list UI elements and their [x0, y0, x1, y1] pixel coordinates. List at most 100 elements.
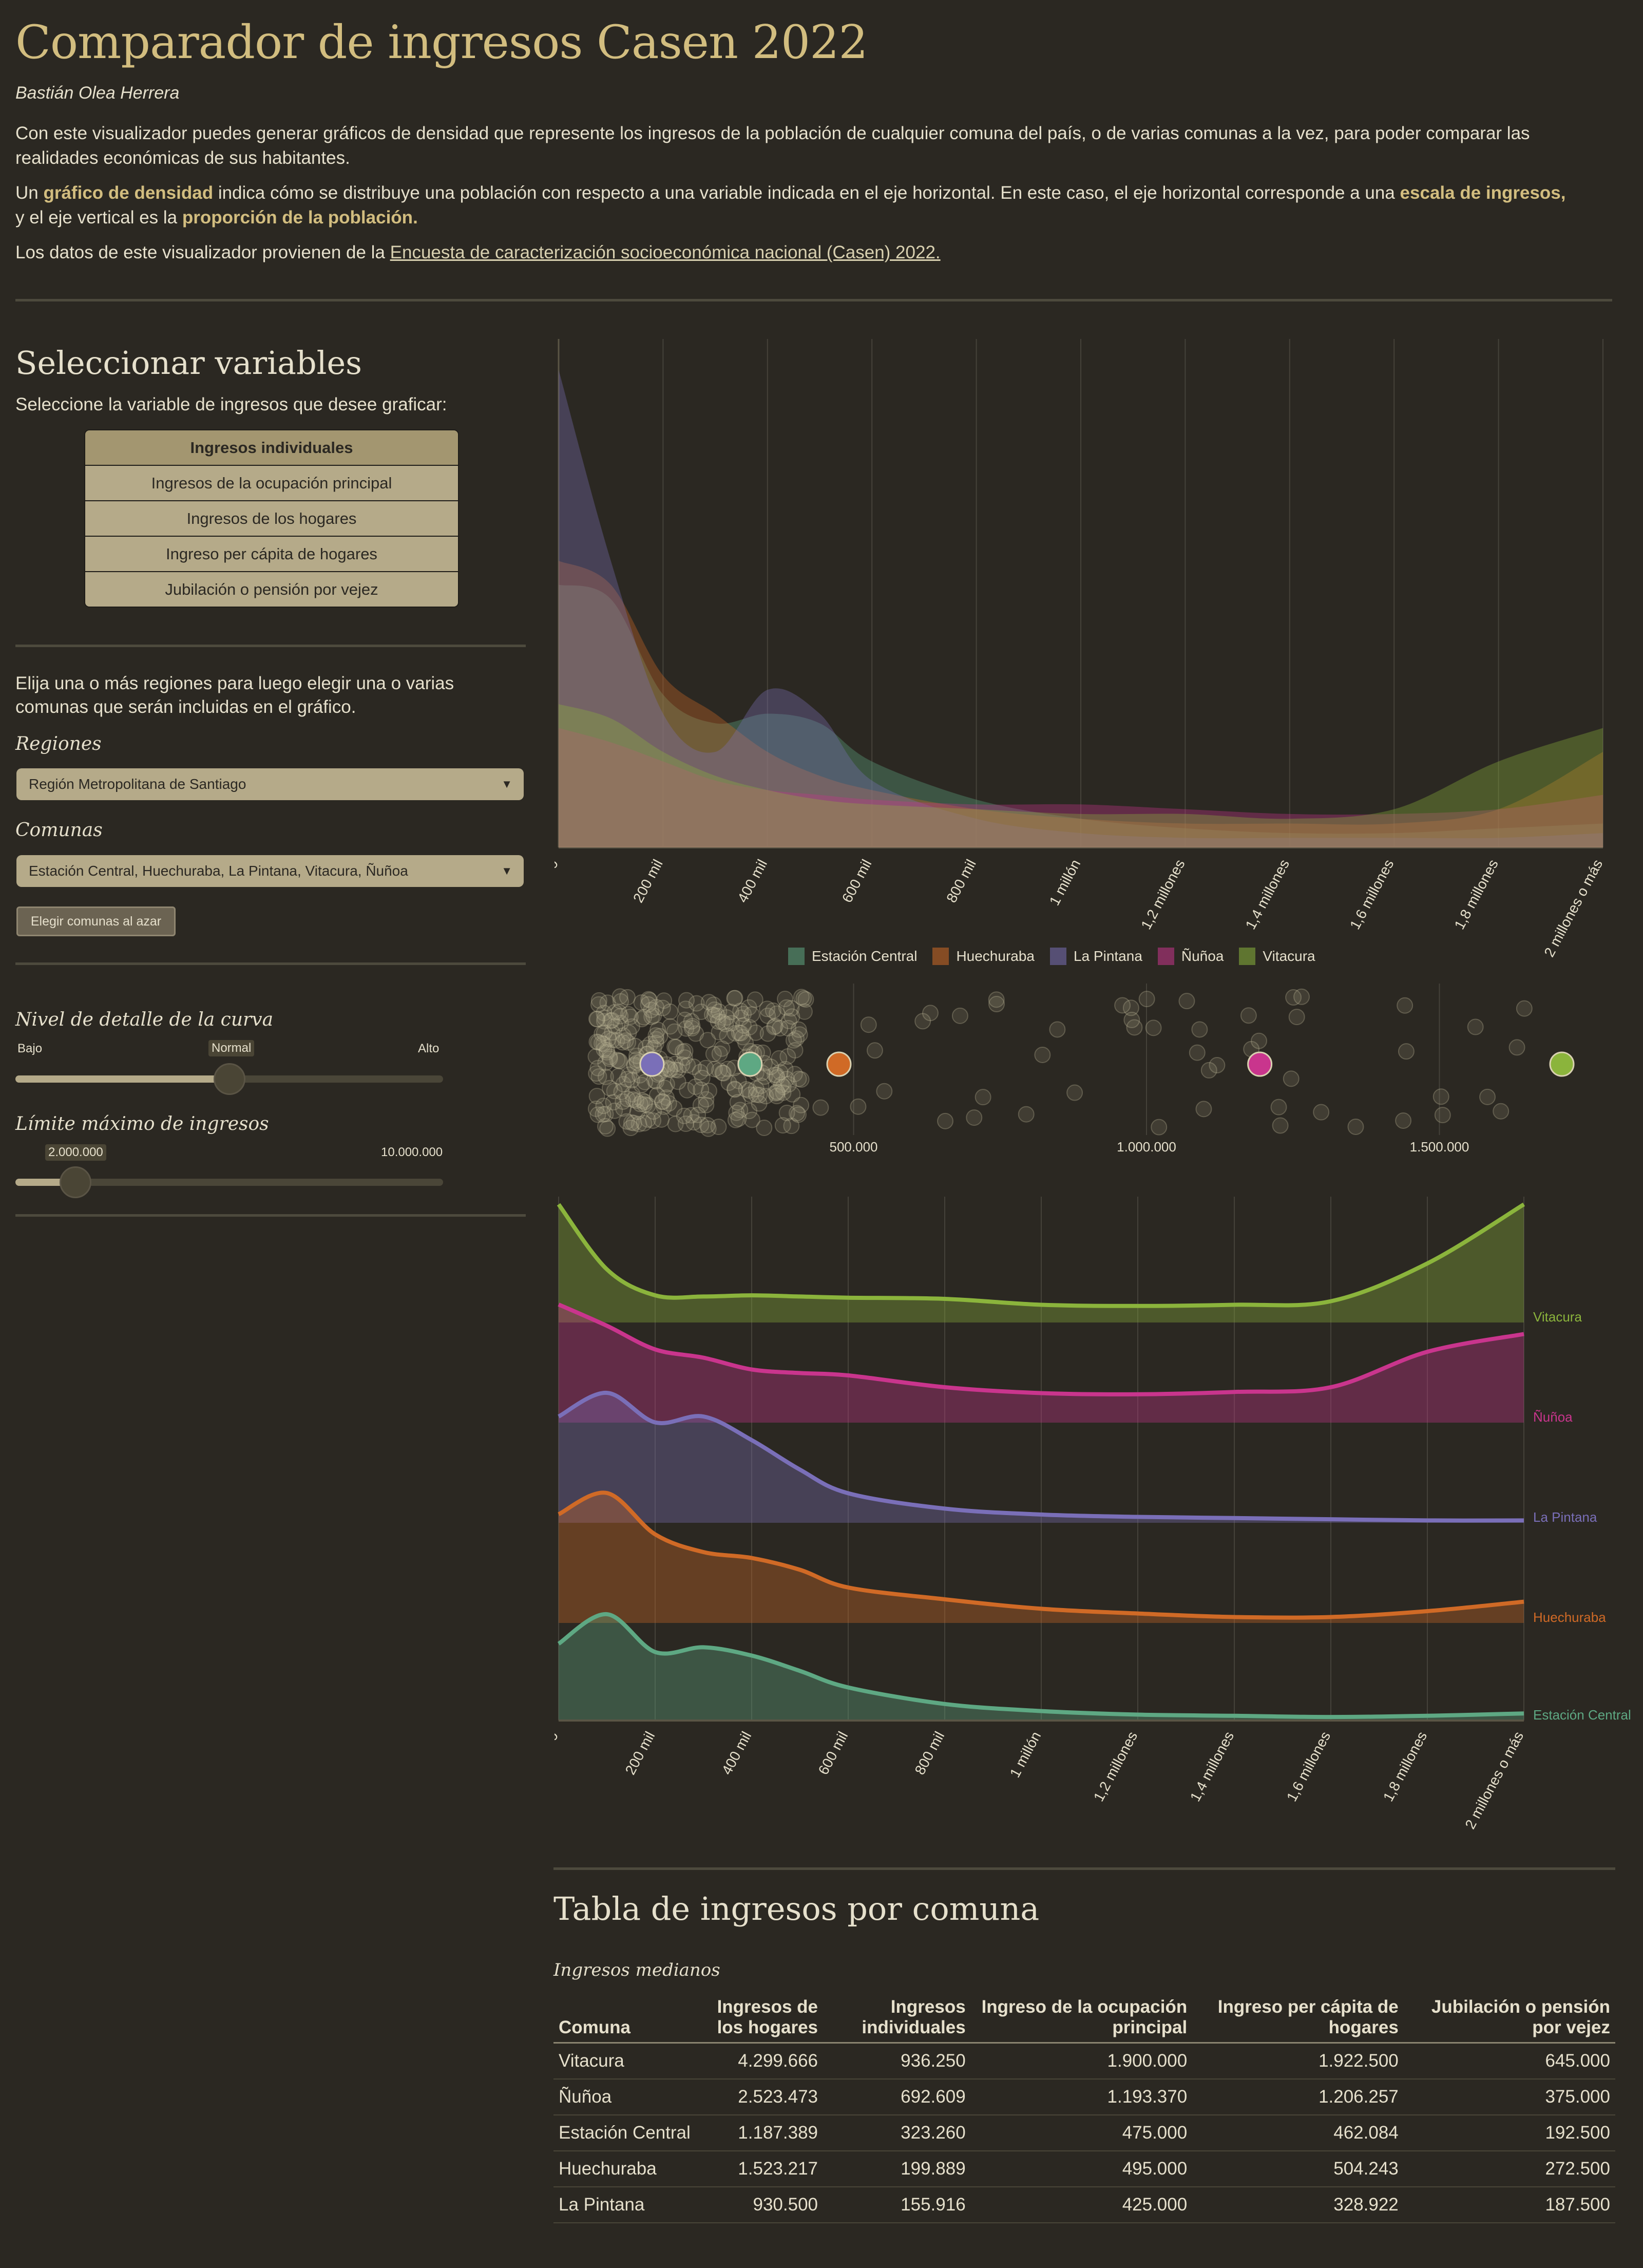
observation-point: [590, 992, 607, 1009]
region-description: Elija una o más regiones para luego eleg…: [15, 673, 454, 717]
observation-point: [1313, 1104, 1330, 1121]
variable-button-group: Ingresos individuales Ingresos de la ocu…: [84, 429, 459, 608]
variable-option-hogares[interactable]: Ingresos de los hogares: [85, 501, 458, 537]
observation-point: [1516, 1000, 1533, 1017]
observation-point: [612, 993, 629, 1010]
observation-point: [795, 990, 812, 1007]
observation-point: [677, 1116, 694, 1132]
observation-point: [769, 1005, 786, 1022]
observation-point: [612, 988, 628, 1005]
variable-description: Seleccione la variable de ingresos que d…: [15, 394, 447, 414]
observation-point: [639, 1111, 656, 1128]
comunas-select[interactable]: Estación Central, Huechuraba, La Pintana…: [16, 855, 524, 887]
observation-point: [645, 1112, 662, 1129]
observation-point: [631, 1116, 647, 1132]
observation-point: [720, 1074, 737, 1091]
observation-point: [1122, 999, 1139, 1016]
header-comuna: Comuna: [553, 1993, 696, 2044]
x-tick-label: 1,6 millones: [1347, 857, 1397, 932]
table-cell: 645.000: [1403, 2043, 1615, 2080]
observation-point: [640, 996, 657, 1013]
observation-point: [623, 1018, 640, 1035]
chevron-down-icon: ▼: [501, 778, 512, 790]
observation-point: [620, 1034, 637, 1051]
observation-point: [866, 1042, 883, 1059]
regiones-select[interactable]: Región Metropolitana de Santiago ▼: [16, 768, 524, 800]
observation-point: [719, 1027, 736, 1044]
max-income-slider-handle[interactable]: [60, 1166, 91, 1198]
detail-label: Nivel de detalle de la curva: [15, 1009, 274, 1030]
table-cell: 192.500: [1403, 2115, 1615, 2151]
observation-point: [606, 1102, 623, 1119]
observation-point: [769, 1069, 786, 1086]
variable-option-individuales[interactable]: Ingresos individuales: [85, 430, 458, 466]
observation-point: [692, 1097, 709, 1113]
observation-point: [643, 1001, 660, 1018]
observation-point: [777, 991, 794, 1008]
detail-slider-handle[interactable]: [214, 1063, 245, 1095]
observation-point: [732, 1025, 749, 1042]
table-cell: 462.084: [1192, 2115, 1404, 2151]
observation-point: [767, 1066, 784, 1083]
observation-point: [1240, 1007, 1257, 1024]
observation-point: [596, 1009, 613, 1026]
table-cell: 692.609: [823, 2079, 971, 2115]
observation-point: [768, 1067, 785, 1084]
observation-point: [596, 1024, 613, 1041]
observation-point: [1283, 1070, 1300, 1087]
observation-point: [791, 1026, 808, 1043]
observation-point: [656, 1098, 673, 1115]
observation-point: [676, 1107, 693, 1124]
observation-point: [674, 1056, 691, 1073]
table-cell: 425.000: [970, 2187, 1193, 2223]
observation-point: [629, 1103, 646, 1120]
observation-point: [706, 1007, 723, 1024]
observation-point: [690, 1106, 706, 1123]
max-income-slider-track[interactable]: [15, 1179, 443, 1186]
observation-point: [698, 1097, 715, 1113]
sidebar-divider-3: [15, 1214, 526, 1217]
observation-point: [773, 1076, 790, 1093]
observation-point: [747, 991, 763, 1008]
observation-point: [654, 999, 671, 1016]
table-cell: Huechuraba: [553, 2151, 696, 2187]
observation-point: [692, 1064, 709, 1081]
variable-option-per-capita[interactable]: Ingreso per cápita de hogares: [85, 537, 458, 572]
observation-point: [1272, 1117, 1289, 1134]
observation-point: [615, 1093, 632, 1110]
observation-point: [988, 996, 1005, 1013]
observation-point: [620, 1024, 637, 1041]
observation-point: [741, 1019, 758, 1036]
observation-point: [756, 1068, 773, 1085]
observation-point: [667, 1055, 684, 1072]
regiones-label: Regiones: [15, 733, 102, 754]
observation-point: [590, 1068, 607, 1085]
variable-option-ocupacion[interactable]: Ingresos de la ocupación principal: [85, 466, 458, 501]
observation-point: [676, 1049, 693, 1066]
observation-point: [588, 1033, 605, 1050]
intro-paragraph-1: Con este visualizador puedes generar grá…: [15, 123, 1530, 168]
table-row: Ñuñoa 2.523.473 692.609 1.193.370 1.206.257 3…: [553, 2079, 1615, 2115]
variable-option-jubilacion[interactable]: Jubilación o pensión por vejez: [85, 572, 458, 607]
ridge-label-vitacura: Vitacura: [1533, 1309, 1582, 1325]
observation-point: [640, 991, 657, 1008]
observation-point: [700, 994, 717, 1011]
x-tick-label: 200 mil: [622, 1729, 658, 1777]
observation-point: [589, 1060, 606, 1076]
random-comunas-button[interactable]: Elegir comunas al azar: [16, 906, 176, 936]
observation-point: [594, 1035, 610, 1052]
casen-link[interactable]: Encuesta de caracterización socioeconómi…: [390, 242, 941, 262]
observation-point: [742, 1086, 759, 1103]
observation-point: [634, 1092, 651, 1109]
observation-point: [699, 1117, 716, 1133]
observation-point: [600, 1030, 617, 1047]
observation-point: [603, 1012, 620, 1029]
observation-point: [615, 1027, 632, 1044]
observation-point: [590, 996, 607, 1013]
header-individuales: Ingresos individuales: [823, 1993, 971, 2044]
observation-point: [595, 1035, 612, 1052]
observation-point: [1191, 1021, 1208, 1038]
observation-point: [740, 1082, 757, 1099]
table-cell: 1.193.370: [970, 2079, 1193, 2115]
population-proportion-term: proporción de la población.: [182, 207, 418, 228]
